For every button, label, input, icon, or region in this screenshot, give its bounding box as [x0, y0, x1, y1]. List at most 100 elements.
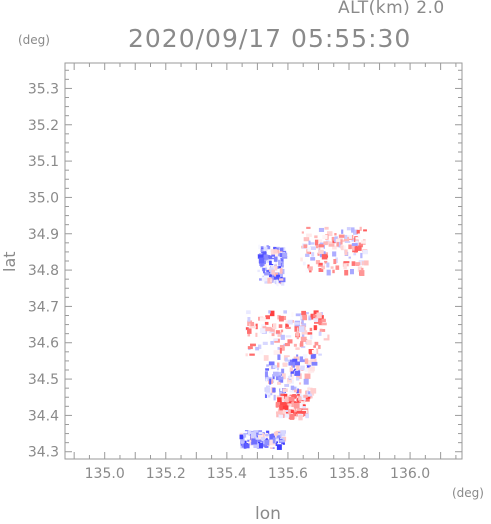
heat-cell: [276, 371, 282, 376]
y-tick-label: 34.8: [28, 263, 59, 279]
heat-cell: [301, 395, 305, 401]
heat-cell: [252, 325, 257, 329]
heat-cell: [272, 437, 276, 444]
heat-cell: [344, 234, 348, 239]
heat-cell: [323, 241, 328, 246]
x-tick-label: 136.0: [390, 466, 430, 482]
heat-cell: [361, 267, 364, 271]
heat-cell: [296, 373, 302, 380]
heat-cell: [301, 331, 305, 338]
heat-cell: [269, 378, 272, 385]
heat-cell: [357, 266, 363, 272]
heat-cell: [263, 355, 269, 361]
heat-cell: [300, 257, 303, 262]
heat-cell: [277, 381, 282, 385]
heat-cell: [313, 314, 318, 318]
heat-cell: [258, 431, 263, 435]
heat-cell: [313, 325, 317, 331]
heat-cell: [299, 399, 302, 403]
heat-cell: [311, 361, 318, 366]
heat-cell: [289, 390, 294, 393]
heat-cell: [300, 346, 306, 349]
heat-cell: [269, 434, 276, 440]
heat-cell: [264, 393, 268, 398]
heat-cell: [303, 244, 308, 249]
heat-cell: [257, 439, 261, 445]
heat-cell: [284, 384, 290, 387]
heat-cell: [262, 326, 267, 329]
heat-cell: [363, 229, 367, 232]
heat-cell: [241, 431, 248, 434]
y-tick-label: 34.6: [28, 336, 59, 352]
heat-cell: [301, 310, 306, 316]
heat-cell: [270, 392, 273, 396]
heat-cell: [278, 414, 284, 419]
heat-cell: [264, 371, 268, 377]
heat-cell: [257, 254, 264, 259]
heat-cell: [250, 321, 255, 327]
heat-cell: [318, 344, 321, 349]
heat-cell: [247, 328, 252, 334]
heat-cell: [306, 365, 312, 368]
heat-cell: [292, 386, 297, 393]
heat-cell: [295, 377, 300, 381]
heat-cell: [332, 251, 337, 257]
heat-cell: [326, 241, 333, 244]
heat-cell: [327, 231, 333, 237]
heat-cell: [357, 245, 362, 251]
heat-cell: [278, 440, 281, 446]
heat-cell: [247, 320, 253, 327]
heat-cell: [274, 272, 278, 277]
heat-cell: [287, 319, 293, 325]
heat-cell: [276, 274, 280, 278]
heat-cell: [279, 253, 283, 258]
heat-cell: [280, 258, 284, 262]
heat-cell: [340, 239, 343, 245]
heat-cell: [249, 353, 255, 356]
heat-cell: [308, 266, 313, 271]
heat-cell: [364, 260, 369, 266]
heat-cell: [291, 373, 294, 380]
heat-cell: [268, 310, 271, 314]
heat-cell: [255, 437, 259, 440]
heat-cell: [258, 257, 265, 264]
heat-cell: [305, 268, 309, 273]
heat-cell: [315, 245, 319, 249]
heat-cell: [299, 356, 306, 363]
heat-cell: [344, 240, 351, 243]
heat-cell: [334, 233, 337, 236]
heat-cell: [268, 255, 275, 260]
heat-cell: [279, 430, 286, 437]
heat-cell: [319, 328, 323, 332]
heat-cell: [303, 394, 308, 398]
heat-cell: [267, 394, 271, 398]
heat-cell: [270, 327, 275, 332]
heat-cell: [288, 413, 295, 420]
heat-cell: [272, 365, 279, 369]
heat-cell: [318, 227, 325, 232]
heat-cell: [355, 262, 361, 266]
heat-cell: [255, 332, 258, 337]
heat-cell: [308, 396, 313, 399]
heat-cell: [285, 323, 289, 329]
heat-cell: [281, 398, 285, 405]
heat-cell: [295, 398, 299, 403]
x-axis-label: lon: [255, 504, 281, 524]
heat-cell: [265, 378, 268, 383]
heat-cell: [343, 245, 346, 250]
heat-cell: [326, 262, 330, 268]
heat-cell: [313, 345, 316, 348]
heat-cell: [318, 263, 323, 266]
heat-cell: [332, 269, 335, 274]
heat-cell: [270, 278, 273, 283]
heat-cell: [294, 322, 300, 325]
heat-cell: [280, 280, 285, 286]
heat-cell: [240, 437, 245, 442]
heat-cell: [280, 264, 284, 268]
heat-cell: [310, 357, 315, 363]
heat-cell: [254, 430, 259, 433]
heat-cell: [291, 401, 294, 408]
heat-cell: [284, 405, 289, 410]
heat-cell: [281, 405, 286, 411]
heat-cell: [306, 233, 312, 237]
